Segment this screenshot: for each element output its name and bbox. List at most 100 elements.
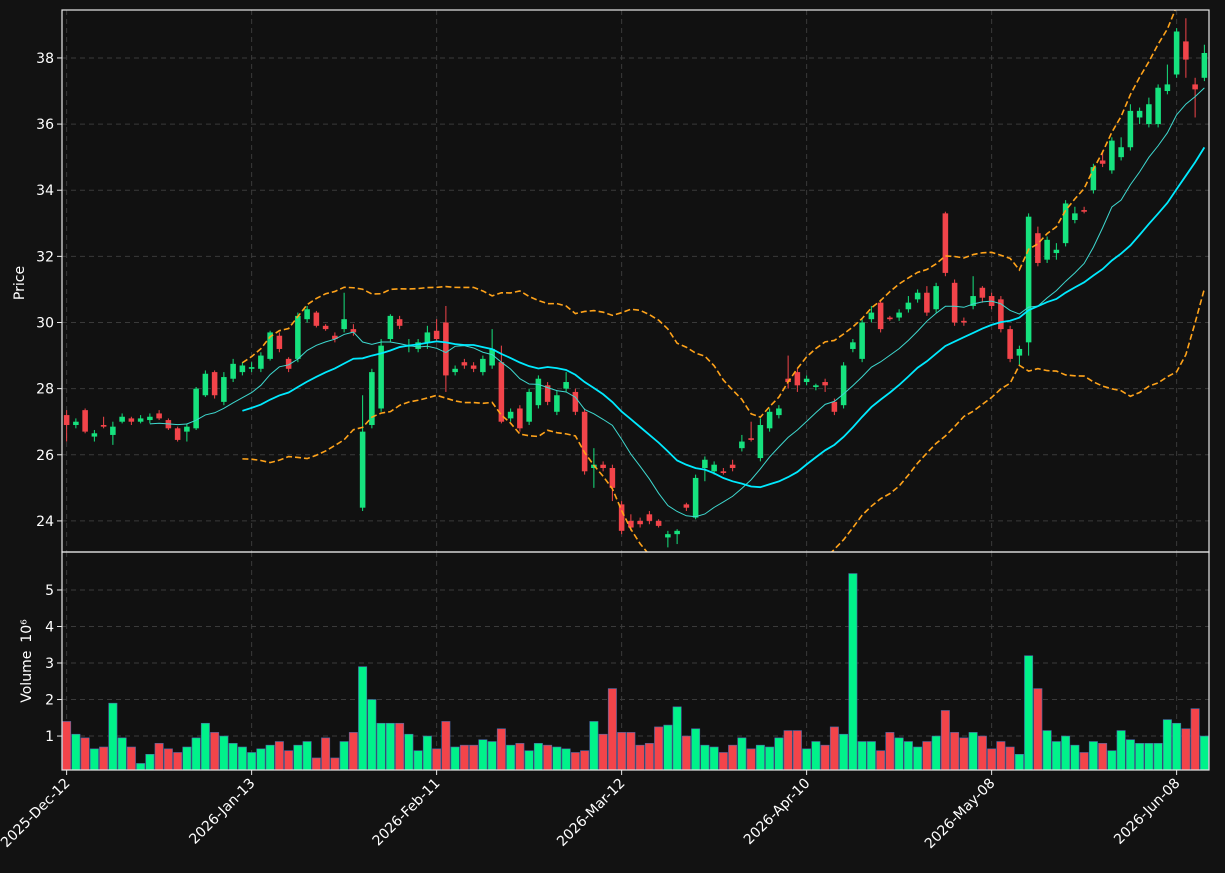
candle-body (82, 410, 88, 432)
candle-body (276, 335, 283, 349)
candle-body (692, 477, 699, 518)
candle-body (470, 365, 477, 369)
candle-body (424, 332, 431, 343)
volume-bar (71, 733, 81, 770)
candle-body (295, 315, 301, 359)
volume-bar (580, 750, 590, 770)
candle-body (119, 416, 125, 422)
candle-body (544, 385, 551, 402)
candle-body (498, 362, 505, 422)
volume-bar (783, 730, 793, 770)
volume-bar (552, 746, 562, 770)
volume-bar (330, 757, 340, 770)
volume-bar (950, 732, 960, 770)
candle-body (683, 504, 690, 508)
candle-body (1016, 348, 1023, 356)
volume-bar (607, 688, 617, 770)
volume-bar (876, 750, 886, 770)
candle-body (322, 325, 329, 330)
volume-bar (358, 666, 368, 770)
candle-body (554, 395, 560, 412)
moving-average (242, 146, 1206, 489)
volume-bar (1098, 743, 1108, 770)
candle-body (184, 426, 190, 432)
volume-bar (506, 744, 516, 770)
candle-body (924, 292, 930, 313)
volume-bar (802, 748, 812, 770)
volume-bar (987, 748, 997, 770)
candle-body (942, 213, 949, 273)
volume-bar (940, 710, 950, 770)
candle-body (794, 372, 801, 386)
candle-body (1044, 239, 1050, 260)
volume-bar (173, 752, 183, 770)
candle-body (572, 391, 579, 412)
candle-body (1062, 203, 1069, 244)
volume-bar (977, 735, 987, 770)
volume-bar (635, 744, 645, 770)
volume-bar (959, 737, 969, 770)
candle-body (748, 438, 754, 440)
volume-bar (589, 721, 599, 770)
volume-bar (432, 748, 442, 770)
volume-bar (108, 702, 118, 770)
volume-bar (1181, 728, 1191, 770)
volume-bar (737, 737, 747, 770)
candle-body (739, 441, 745, 449)
volume-bar (219, 735, 229, 770)
candle-body (628, 520, 634, 528)
volume-bar (274, 741, 284, 770)
candle-body (248, 367, 255, 369)
volume-bar (968, 732, 978, 770)
volume-bar (210, 732, 220, 770)
volume-bar (913, 746, 923, 770)
volume-bar (1033, 688, 1043, 770)
candle-body (526, 391, 532, 422)
candle-body (1118, 147, 1124, 158)
volume-bar (1144, 743, 1154, 770)
y-tick-label: 4 (45, 619, 54, 635)
y-tick-label: 2 (45, 693, 54, 709)
y-tick-label: 24 (36, 514, 54, 530)
candle-body (563, 382, 569, 389)
candle-body (840, 365, 847, 406)
candle-body (415, 342, 421, 349)
volume-frame (61, 551, 1210, 771)
candle-body (350, 329, 357, 333)
volume-bar (765, 746, 775, 770)
candle-body (914, 292, 921, 300)
volume-bar (413, 750, 423, 770)
volume-bar (145, 753, 155, 770)
candle-body (655, 520, 662, 526)
volume-bar (450, 746, 460, 770)
candle-body (1035, 233, 1041, 263)
candle-body (1201, 52, 1208, 78)
candle-body (341, 319, 347, 330)
candle-body (480, 358, 486, 373)
price-axis-label: Price (12, 266, 28, 300)
candle-body (507, 411, 514, 419)
volume-bar (293, 744, 303, 770)
candle-body (979, 287, 986, 298)
candle-body (665, 534, 671, 538)
volume-bar (1070, 744, 1080, 770)
candle-body (896, 312, 902, 318)
volume-bar (1061, 735, 1071, 770)
y-tick-label: 32 (36, 249, 54, 265)
candle-body (1072, 213, 1078, 220)
candle-body (332, 335, 338, 340)
candle-body (489, 348, 495, 366)
candle-body (998, 299, 1004, 330)
volume-bar (89, 748, 99, 770)
candle-body (785, 378, 791, 383)
candle-body (1164, 84, 1171, 92)
volume-bar (1005, 746, 1015, 770)
candle-body (174, 428, 181, 440)
candle-body (1025, 216, 1032, 343)
volume-bar (885, 732, 895, 770)
candle-body (1155, 87, 1161, 125)
candle-body (110, 426, 116, 435)
volume-bar (478, 739, 488, 770)
candle-body (1090, 167, 1097, 191)
